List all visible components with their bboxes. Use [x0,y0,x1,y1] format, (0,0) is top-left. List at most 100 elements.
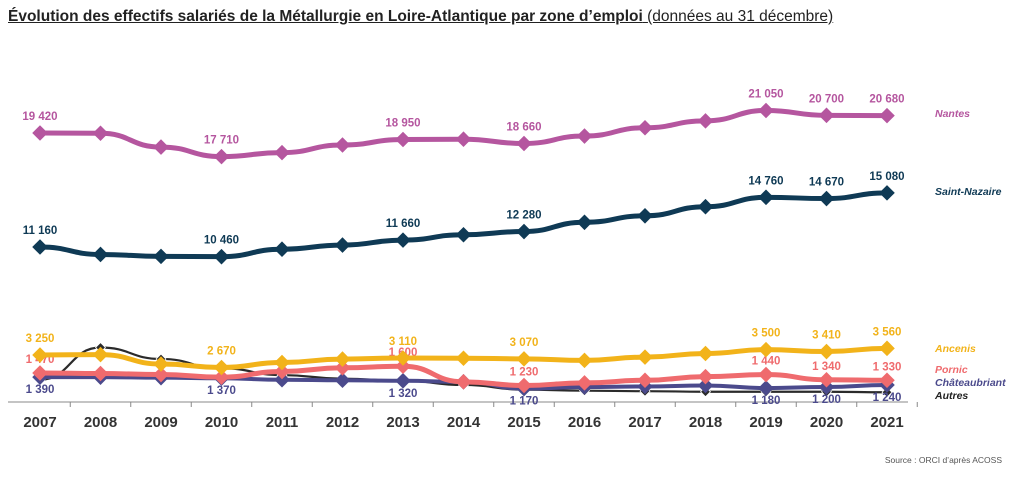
series-ancenis: 3 250 2 670 3 110 3 070 3 500 3 410 3 560 [26,326,902,376]
data-point [153,248,169,265]
data-label: 1 230 [510,366,539,378]
data-point [213,248,230,265]
data-label: 14 760 [748,175,783,187]
data-point [274,241,290,257]
data-point [637,119,653,136]
source-note: Source : ORCI d’après ACOSS [884,455,1002,465]
data-label: 3 250 [26,333,55,345]
data-point [516,135,532,152]
data-point [455,226,472,243]
legend-entry: Pornic [935,364,968,376]
data-point [274,144,290,161]
data-point [576,214,593,231]
data-label: 3 410 [812,330,841,342]
data-point [758,189,774,206]
data-point [153,356,169,372]
data-point [32,239,48,255]
series-line [37,190,890,260]
data-point [334,137,351,153]
data-point [153,139,169,155]
data-label: 1 200 [812,394,841,406]
data-label: 3 560 [873,326,902,338]
data-label: 20 680 [869,94,904,106]
data-point [697,198,714,215]
data-label: 21 050 [748,89,783,101]
data-label: 1 240 [873,392,902,404]
data-point [334,237,351,253]
chart-title-main: Évolution des effectifs salariés de la M… [8,8,643,25]
data-point [637,208,653,224]
series-saint-nazaire: 11 160 10 460 11 660 12 280 14 760 14 670 15 0… [23,171,905,265]
data-label: 3 070 [510,337,539,349]
data-point [576,352,593,369]
data-point [92,125,109,142]
legend-entry: Châteaubriant [935,377,1006,389]
data-point [92,346,109,363]
x-tick-label: 2018 [689,414,722,431]
data-label: 1 170 [510,396,539,408]
data-point [274,354,290,371]
data-point [516,223,532,240]
data-point [153,366,169,383]
legend-entry: Saint-Nazaire [935,186,1002,198]
data-label: 17 710 [204,135,239,147]
data-label: 11 160 [23,225,58,237]
data-point [213,359,230,376]
data-point [334,351,351,367]
x-tick-label: 2008 [84,414,117,431]
data-point [213,148,230,165]
data-label: 1 390 [26,384,55,396]
data-label: 18 660 [506,121,541,133]
x-tick-label: 2020 [810,414,843,431]
data-label: 3 110 [389,336,417,348]
data-point [213,369,230,385]
chart-title: Évolution des effectifs salariés de la M… [8,8,833,26]
data-point [455,350,472,367]
data-label: 15 080 [869,171,904,183]
x-tick-label: 2011 [266,414,299,431]
data-point [395,232,411,248]
x-tick-label: 2017 [628,414,661,431]
data-point [879,185,895,201]
data-point [758,366,774,383]
legend-entry: Nantes [935,108,970,120]
x-tick-label: 2012 [326,414,359,431]
x-tick-label: 2014 [447,414,481,431]
x-tick-label: 2021 [870,414,903,431]
series-nantes: 19 420 17 710 18 950 18 660 21 050 20 700 20 6… [22,89,905,165]
data-label: 20 700 [809,93,844,105]
data-label: 19 420 [22,111,57,123]
x-tick-label: 2010 [205,414,238,431]
data-label: 1 440 [752,356,781,368]
data-point [697,368,714,385]
data-label: 1 180 [752,395,781,407]
data-point [697,113,714,129]
data-point [455,131,472,147]
data-point [455,374,472,390]
series-line [38,346,889,394]
data-label: 10 460 [204,235,239,247]
data-point [818,343,835,360]
x-tick-label: 2016 [568,414,601,431]
data-label: 1 370 [207,385,236,397]
data-point [818,107,835,124]
legend-entry: Ancenis [934,343,976,355]
data-point [818,190,835,207]
data-point [879,340,895,357]
data-label: 14 670 [809,177,844,189]
data-point [758,380,774,396]
x-tick-label: 2007 [23,414,56,431]
data-label: 1 320 [389,388,418,400]
x-tick-label: 2013 [386,414,419,431]
data-point [516,351,532,367]
data-point [32,125,48,141]
x-tick-label: 2019 [749,414,782,431]
data-label: 1 330 [873,361,902,373]
data-point [395,373,411,389]
legend-entry: Autres [934,390,968,402]
data-point [758,102,774,119]
data-label: 12 280 [506,210,541,222]
data-label: 3 500 [752,328,781,340]
data-label: 11 660 [386,218,421,230]
